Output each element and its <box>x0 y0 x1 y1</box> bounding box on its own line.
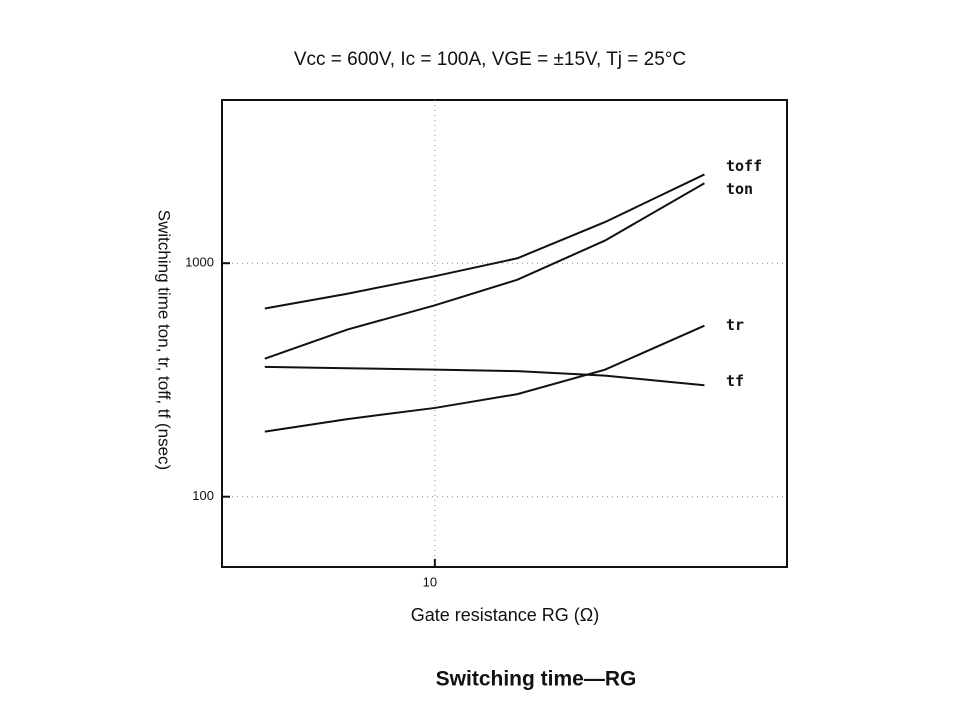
y-tick-label: 100 <box>192 488 214 503</box>
series-line <box>264 365 705 387</box>
chart-title: Vcc = 600V, Ic = 100A, VGE = ±15V, Tj = … <box>294 49 686 70</box>
series-label: tr <box>726 316 744 334</box>
series-label: toff <box>726 157 762 175</box>
series-line <box>264 324 705 433</box>
y-axis-label: Switching time ton, tr, toff, tf (nsec) <box>155 210 174 470</box>
plot-frame <box>221 99 788 568</box>
x-tick-label: 10 <box>423 574 437 589</box>
y-tick-label: 1000 <box>185 255 214 270</box>
series-line <box>264 182 705 360</box>
series-label: tf <box>726 372 744 390</box>
x-axis-label: Gate resistance RG (Ω) <box>411 605 600 625</box>
caption: Switching time—RG <box>436 668 637 691</box>
series-line <box>264 173 705 310</box>
series-label: ton <box>726 180 753 198</box>
